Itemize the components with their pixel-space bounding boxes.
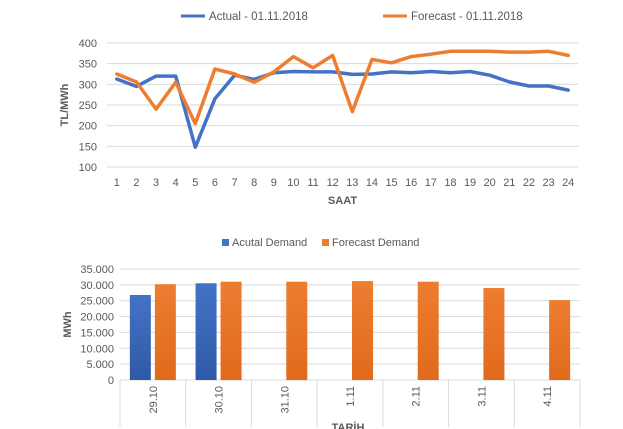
x-tick-label: 24 (562, 177, 574, 189)
legend-label: Actual - 01.11.2018 (209, 11, 308, 23)
x-tick-label: 1.11 (345, 386, 357, 407)
x-tick-label: 11 (307, 177, 318, 189)
x-tick-label: 4 (173, 177, 179, 189)
bar-forecast (220, 281, 242, 380)
y-tick-label: 150 (79, 141, 97, 153)
line-chart: Actual - 01.11.2018 Forecast - 01.11.2018… (59, 11, 578, 207)
x-tick-label: 8 (251, 177, 257, 189)
y-tick-label: 20.000 (80, 312, 114, 324)
y-tick-label: 25.000 (80, 296, 114, 308)
x-axis-title: SAAT (328, 195, 357, 207)
x-tick-label: 20 (484, 177, 496, 189)
x-tick-label: 19 (464, 177, 476, 189)
x-tick-label: 22 (523, 177, 535, 189)
x-axis-title: TARİH (332, 421, 365, 429)
legend-label: Acutal Demand (232, 237, 307, 249)
x-tick-label: 3 (153, 177, 159, 189)
y-tick-label: 300 (79, 79, 97, 91)
y-tick-label: 400 (79, 38, 97, 50)
x-tick-label: 15 (385, 177, 397, 189)
line-legend: Actual - 01.11.2018 Forecast - 01.11.2018 (181, 11, 523, 23)
legend-swatch (222, 239, 229, 246)
x-tick-label: 31.10 (279, 386, 291, 414)
y-tick-label: 5.000 (86, 359, 114, 371)
y-axis-title: MWh (62, 311, 74, 338)
y-tick-label: 250 (79, 100, 97, 112)
bar-forecast (286, 281, 308, 380)
x-tick-label: 7 (232, 177, 238, 189)
series-line-forecast (115, 49, 570, 126)
bar-legend: Acutal Demand Forecast Demand (222, 237, 419, 249)
bar-forecast (417, 281, 439, 380)
x-tick-label: 10 (287, 177, 299, 189)
legend-label: Forecast Demand (332, 237, 419, 249)
x-tick-label: 1 (114, 177, 120, 189)
bar-chart: Acutal Demand Forecast Demand 0 5.000 10.000… (62, 237, 581, 429)
x-tick-label: 18 (444, 177, 456, 189)
y-tick-label: 15.000 (80, 327, 114, 339)
x-tick-label: 17 (425, 177, 437, 189)
y-tick-label: 0 (108, 375, 114, 387)
x-tick-label: 13 (346, 177, 358, 189)
legend-swatch (322, 239, 329, 246)
x-tick-label: 9 (271, 177, 277, 189)
x-tick-label: 23 (542, 177, 554, 189)
bar-forecast (483, 288, 505, 380)
bar-actual (129, 295, 151, 380)
y-axis-title: TL/MWh (59, 83, 71, 126)
x-tick-label: 16 (405, 177, 417, 189)
y-tick-label: 200 (79, 121, 97, 133)
bar-forecast (549, 300, 571, 380)
x-tick-label: 5 (192, 177, 198, 189)
bar-actual (195, 283, 217, 380)
x-tick-label: 12 (327, 177, 339, 189)
x-tick-label: 4.11 (542, 386, 554, 407)
x-tick-label: 29.10 (148, 386, 160, 414)
x-tick-label: 2 (133, 177, 139, 189)
y-tick-label: 30.000 (80, 280, 114, 292)
series-line-actual (115, 69, 570, 149)
y-tick-label: 10.000 (80, 343, 114, 355)
x-tick-label: 21 (503, 177, 515, 189)
y-tick-label: 100 (79, 162, 97, 174)
legend-label: Forecast - 01.11.2018 (411, 11, 523, 23)
x-tick-label: 6 (212, 177, 218, 189)
y-tick-label: 350 (79, 59, 97, 71)
x-tick-label: 14 (366, 177, 378, 189)
x-tick-label: 30.10 (214, 386, 226, 414)
bar-forecast (154, 284, 176, 380)
x-tick-label: 3.11 (476, 386, 488, 407)
bar-forecast (352, 281, 373, 380)
y-tick-label: 35.000 (80, 264, 114, 276)
x-tick-label: 2.11 (411, 386, 423, 407)
